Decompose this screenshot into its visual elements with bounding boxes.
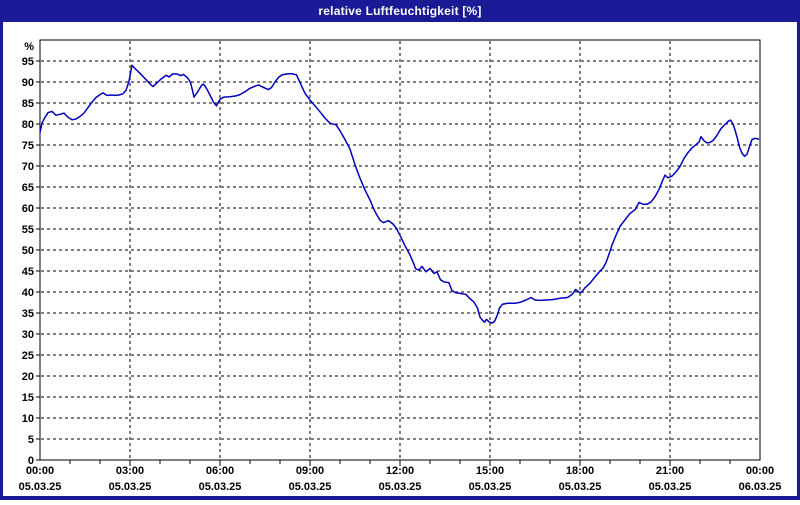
- y-tick-label: 40: [22, 287, 34, 299]
- window-border-right: [797, 22, 800, 500]
- x-tick-time-label: 00:00: [746, 465, 774, 477]
- x-tick-date-label: 05.03.25: [379, 481, 422, 493]
- title-bar: relative Luftfeuchtigkeit [%]: [0, 0, 800, 22]
- y-tick-label: 85: [22, 98, 34, 110]
- x-tick-time-label: 00:00: [26, 465, 54, 477]
- y-tick-label: 35: [22, 308, 34, 320]
- window-border-left: [0, 22, 3, 500]
- x-tick-time-label: 06:00: [206, 465, 234, 477]
- x-tick-time-label: 09:00: [296, 465, 324, 477]
- x-tick-time-label: 18:00: [566, 465, 594, 477]
- chart-title: relative Luftfeuchtigkeit [%]: [318, 4, 482, 18]
- humidity-chart: 0 5 10 15 20 25 30 35 40 45 50 55 60 65 70 75 80 85 90 95% 0…: [0, 22, 800, 500]
- y-axis-unit-label: %: [24, 41, 34, 53]
- y-tick-label: 30: [22, 329, 34, 341]
- x-tick-date-label: 05.03.25: [19, 481, 62, 493]
- y-tick-label: 65: [22, 182, 34, 194]
- x-tick-date-label: 05.03.25: [199, 481, 242, 493]
- x-tick-date-label: 05.03.25: [289, 481, 332, 493]
- y-tick-label: 15: [22, 392, 34, 404]
- x-tick-date-label: 05.03.25: [109, 481, 152, 493]
- humidity-series-line: [39, 64, 760, 324]
- y-tick-label: 60: [22, 203, 34, 215]
- x-tick-time-label: 03:00: [116, 465, 144, 477]
- window-border-bottom: [0, 496, 800, 500]
- y-tick-label: 75: [22, 140, 34, 152]
- y-tick-label: 80: [22, 119, 34, 131]
- y-tick-label: 25: [22, 350, 34, 362]
- chart-area: 0 5 10 15 20 25 30 35 40 45 50 55 60 65 70 75 80 85 90 95% 0…: [0, 22, 800, 500]
- y-tick-label: 55: [22, 224, 34, 236]
- x-tick-time-label: 15:00: [476, 465, 504, 477]
- x-tick-time-label: 21:00: [656, 465, 684, 477]
- y-tick-label: 20: [22, 371, 34, 383]
- y-tick-label: 90: [22, 77, 34, 89]
- x-tick-date-label: 06.03.25: [739, 481, 782, 493]
- y-tick-label: 5: [28, 434, 34, 446]
- x-tick-date-label: 05.03.25: [649, 481, 692, 493]
- x-tick-date-label: 05.03.25: [559, 481, 602, 493]
- y-tick-label: 0: [28, 455, 34, 467]
- y-tick-label: 70: [22, 161, 34, 173]
- plot-frame: [39, 39, 761, 461]
- y-tick-label: 95: [22, 56, 34, 68]
- y-tick-label: 10: [22, 413, 34, 425]
- x-tick-date-label: 05.03.25: [469, 481, 512, 493]
- y-tick-label: 45: [22, 266, 34, 278]
- x-tick-time-label: 12:00: [386, 465, 414, 477]
- y-tick-label: 50: [22, 245, 34, 257]
